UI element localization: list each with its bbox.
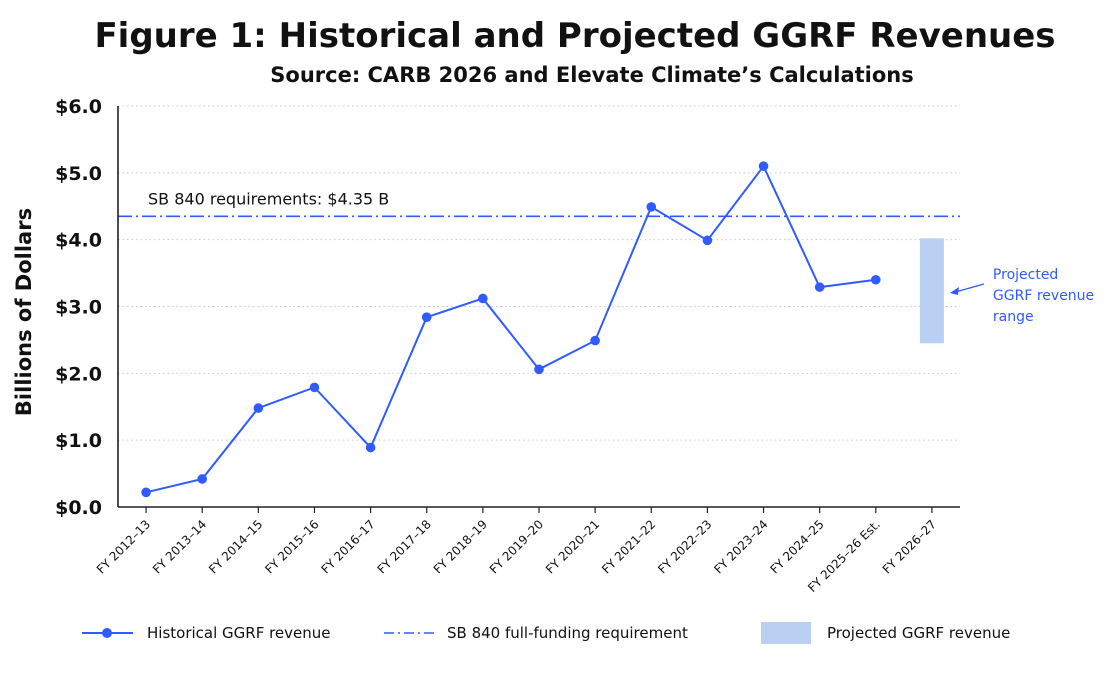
data-point	[197, 474, 207, 484]
reference-line-layer: SB 840 requirements: $4.35 B	[118, 189, 960, 218]
axes	[117, 106, 960, 513]
x-tick-label: FY 2012–13	[94, 517, 153, 576]
y-tick-label: $5.0	[55, 163, 102, 185]
y-tick-label: $4.0	[55, 230, 102, 252]
data-point	[871, 274, 881, 285]
data-point	[646, 202, 657, 212]
projected-range-annotation-line: range	[993, 309, 1034, 325]
x-tick-label: FY 2020–21	[543, 517, 602, 576]
y-tick-label: $1.0	[55, 430, 102, 452]
data-point	[421, 312, 432, 322]
annotation-layer: Projected GGRF revenue range	[949, 267, 1094, 325]
projected-range-annotation-line: GGRF revenue	[993, 288, 1094, 304]
data-point	[365, 442, 376, 453]
x-tick-label: FY 2014–15	[206, 517, 265, 576]
chart-title: Figure 1: Historical and Projected GGRF …	[94, 16, 1055, 56]
grid-lines	[118, 105, 960, 441]
legend-swatch-marker	[102, 628, 112, 638]
data-point	[534, 364, 544, 375]
projected-range-annotation-line: Projected	[993, 267, 1058, 283]
projected-range-layer	[919, 238, 944, 344]
data-point	[814, 282, 825, 292]
x-tick-label: FY 2026–27	[880, 517, 939, 576]
y-tick-label: $3.0	[55, 297, 102, 319]
x-tick-label: FY 2015–16	[262, 517, 321, 576]
y-tick-labels: $0.0 $1.0 $2.0 $3.0 $4.0 $5.0 $6.0	[55, 96, 102, 519]
legend: Historical GGRF revenue SB 840 full-fundi…	[82, 622, 1010, 644]
data-point	[141, 487, 151, 498]
x-tick-label: FY 2022–23	[655, 517, 714, 576]
data-point	[758, 161, 769, 171]
data-point	[702, 235, 713, 246]
x-tick-label: FY 2023–24	[711, 517, 770, 576]
data-point	[478, 293, 488, 304]
x-tick-label: FY 2016–17	[318, 517, 377, 576]
y-tick-label: $6.0	[55, 96, 102, 118]
series-line-historical	[145, 164, 876, 494]
data-point	[253, 403, 264, 413]
legend-label: SB 840 full-funding requirement	[447, 624, 688, 642]
y-axis-label: Billions of Dollars	[12, 208, 36, 416]
y-tick-label: $2.0	[55, 363, 102, 385]
series-layer	[141, 161, 881, 498]
x-tick-label: FY 2024–25	[767, 517, 826, 576]
legend-label: Historical GGRF revenue	[147, 624, 331, 642]
chart-subtitle: Source: CARB 2026 and Elevate Climate’s …	[270, 63, 913, 87]
x-tick-label: FY 2019–20	[487, 517, 546, 576]
annotation-arrow-head	[949, 287, 959, 295]
legend-label: Projected GGRF revenue	[827, 624, 1010, 642]
data-point	[309, 382, 320, 393]
x-tick-label: FY 2021–22	[599, 517, 658, 576]
reference-line-label: SB 840 requirements: $4.35 B	[148, 189, 389, 208]
projected-range-band	[919, 238, 944, 344]
x-tick-label: FY 2017–18	[375, 517, 434, 576]
data-point	[590, 335, 600, 346]
x-tick-label: FY 2013–14	[150, 517, 209, 576]
legend-swatch-band	[761, 622, 811, 644]
x-tick-label: FY 2018–19	[431, 517, 490, 576]
y-tick-label: $0.0	[55, 497, 102, 519]
